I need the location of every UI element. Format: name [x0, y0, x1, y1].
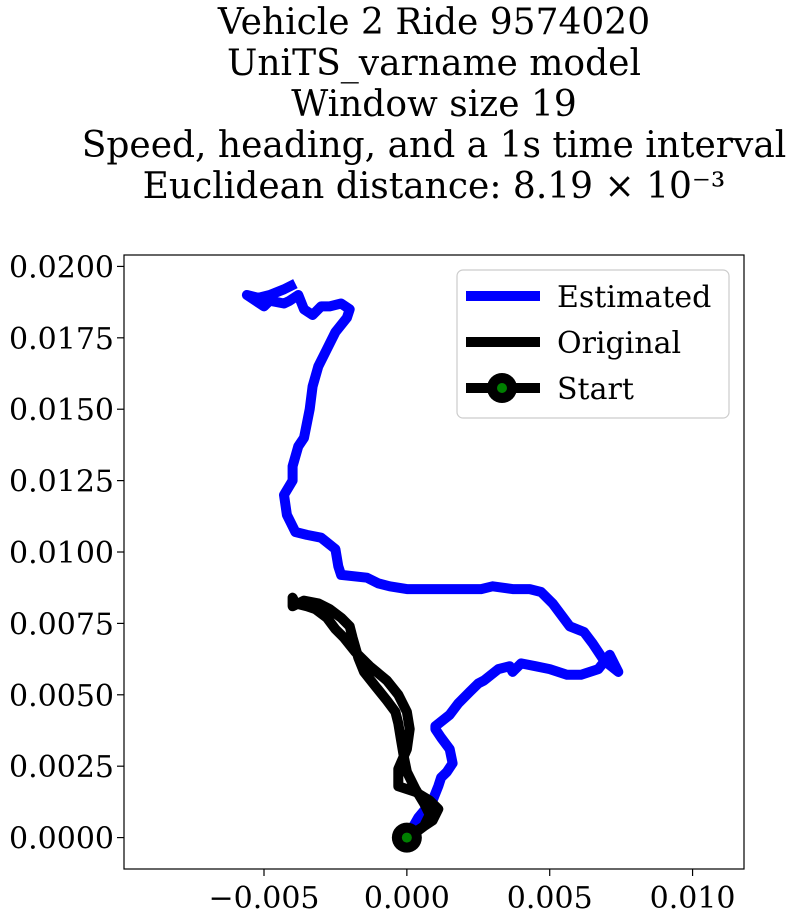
- x-axis: −0.005 0.000 0.005 0.010: [208, 869, 736, 916]
- y-tick-label: 0.0100: [9, 536, 114, 571]
- y-tick-label: 0.0075: [9, 607, 114, 642]
- legend: Estimated Original Start: [456, 269, 730, 419]
- legend-start-label: Start: [557, 372, 634, 407]
- legend-box: [456, 269, 730, 419]
- title-line-5: Euclidean distance: 8.19 × 10⁻³: [143, 166, 726, 207]
- title-line-3: Window size 19: [291, 84, 577, 125]
- y-tick-label: 0.0175: [9, 322, 114, 357]
- estimated-line: [241, 279, 624, 841]
- plot-frame: [123, 254, 745, 870]
- series-group: [241, 279, 624, 853]
- legend-estimated-label: Estimated: [557, 280, 711, 315]
- x-tick-label: −0.005: [208, 881, 319, 916]
- x-tick-label: 0.010: [650, 881, 736, 916]
- y-tick-label: 0.0125: [9, 465, 114, 500]
- legend-start-marker-inner: [497, 383, 507, 393]
- y-axis: 0.0000 0.0025 0.0050 0.0075 0.0100 0.0125 0.01…: [9, 250, 124, 857]
- start-marker-inner: [401, 832, 412, 843]
- y-tick-label: 0.0050: [9, 679, 114, 714]
- y-tick-label: 0.0000: [9, 822, 114, 857]
- original-line: [287, 592, 444, 843]
- y-tick-label: 0.0200: [9, 250, 114, 285]
- legend-original-label: Original: [557, 326, 681, 361]
- x-tick-label: 0.005: [507, 881, 593, 916]
- title-line-4: Speed, heading, and a 1s time interval: [82, 125, 787, 166]
- title-line-1: Vehicle 2 Ride 9574020: [217, 2, 650, 43]
- title-line-2: UniTS_varname model: [227, 43, 641, 84]
- y-tick-label: 0.0025: [9, 750, 114, 785]
- y-tick-label: 0.0150: [9, 393, 114, 428]
- x-tick-label: 0.000: [364, 881, 450, 916]
